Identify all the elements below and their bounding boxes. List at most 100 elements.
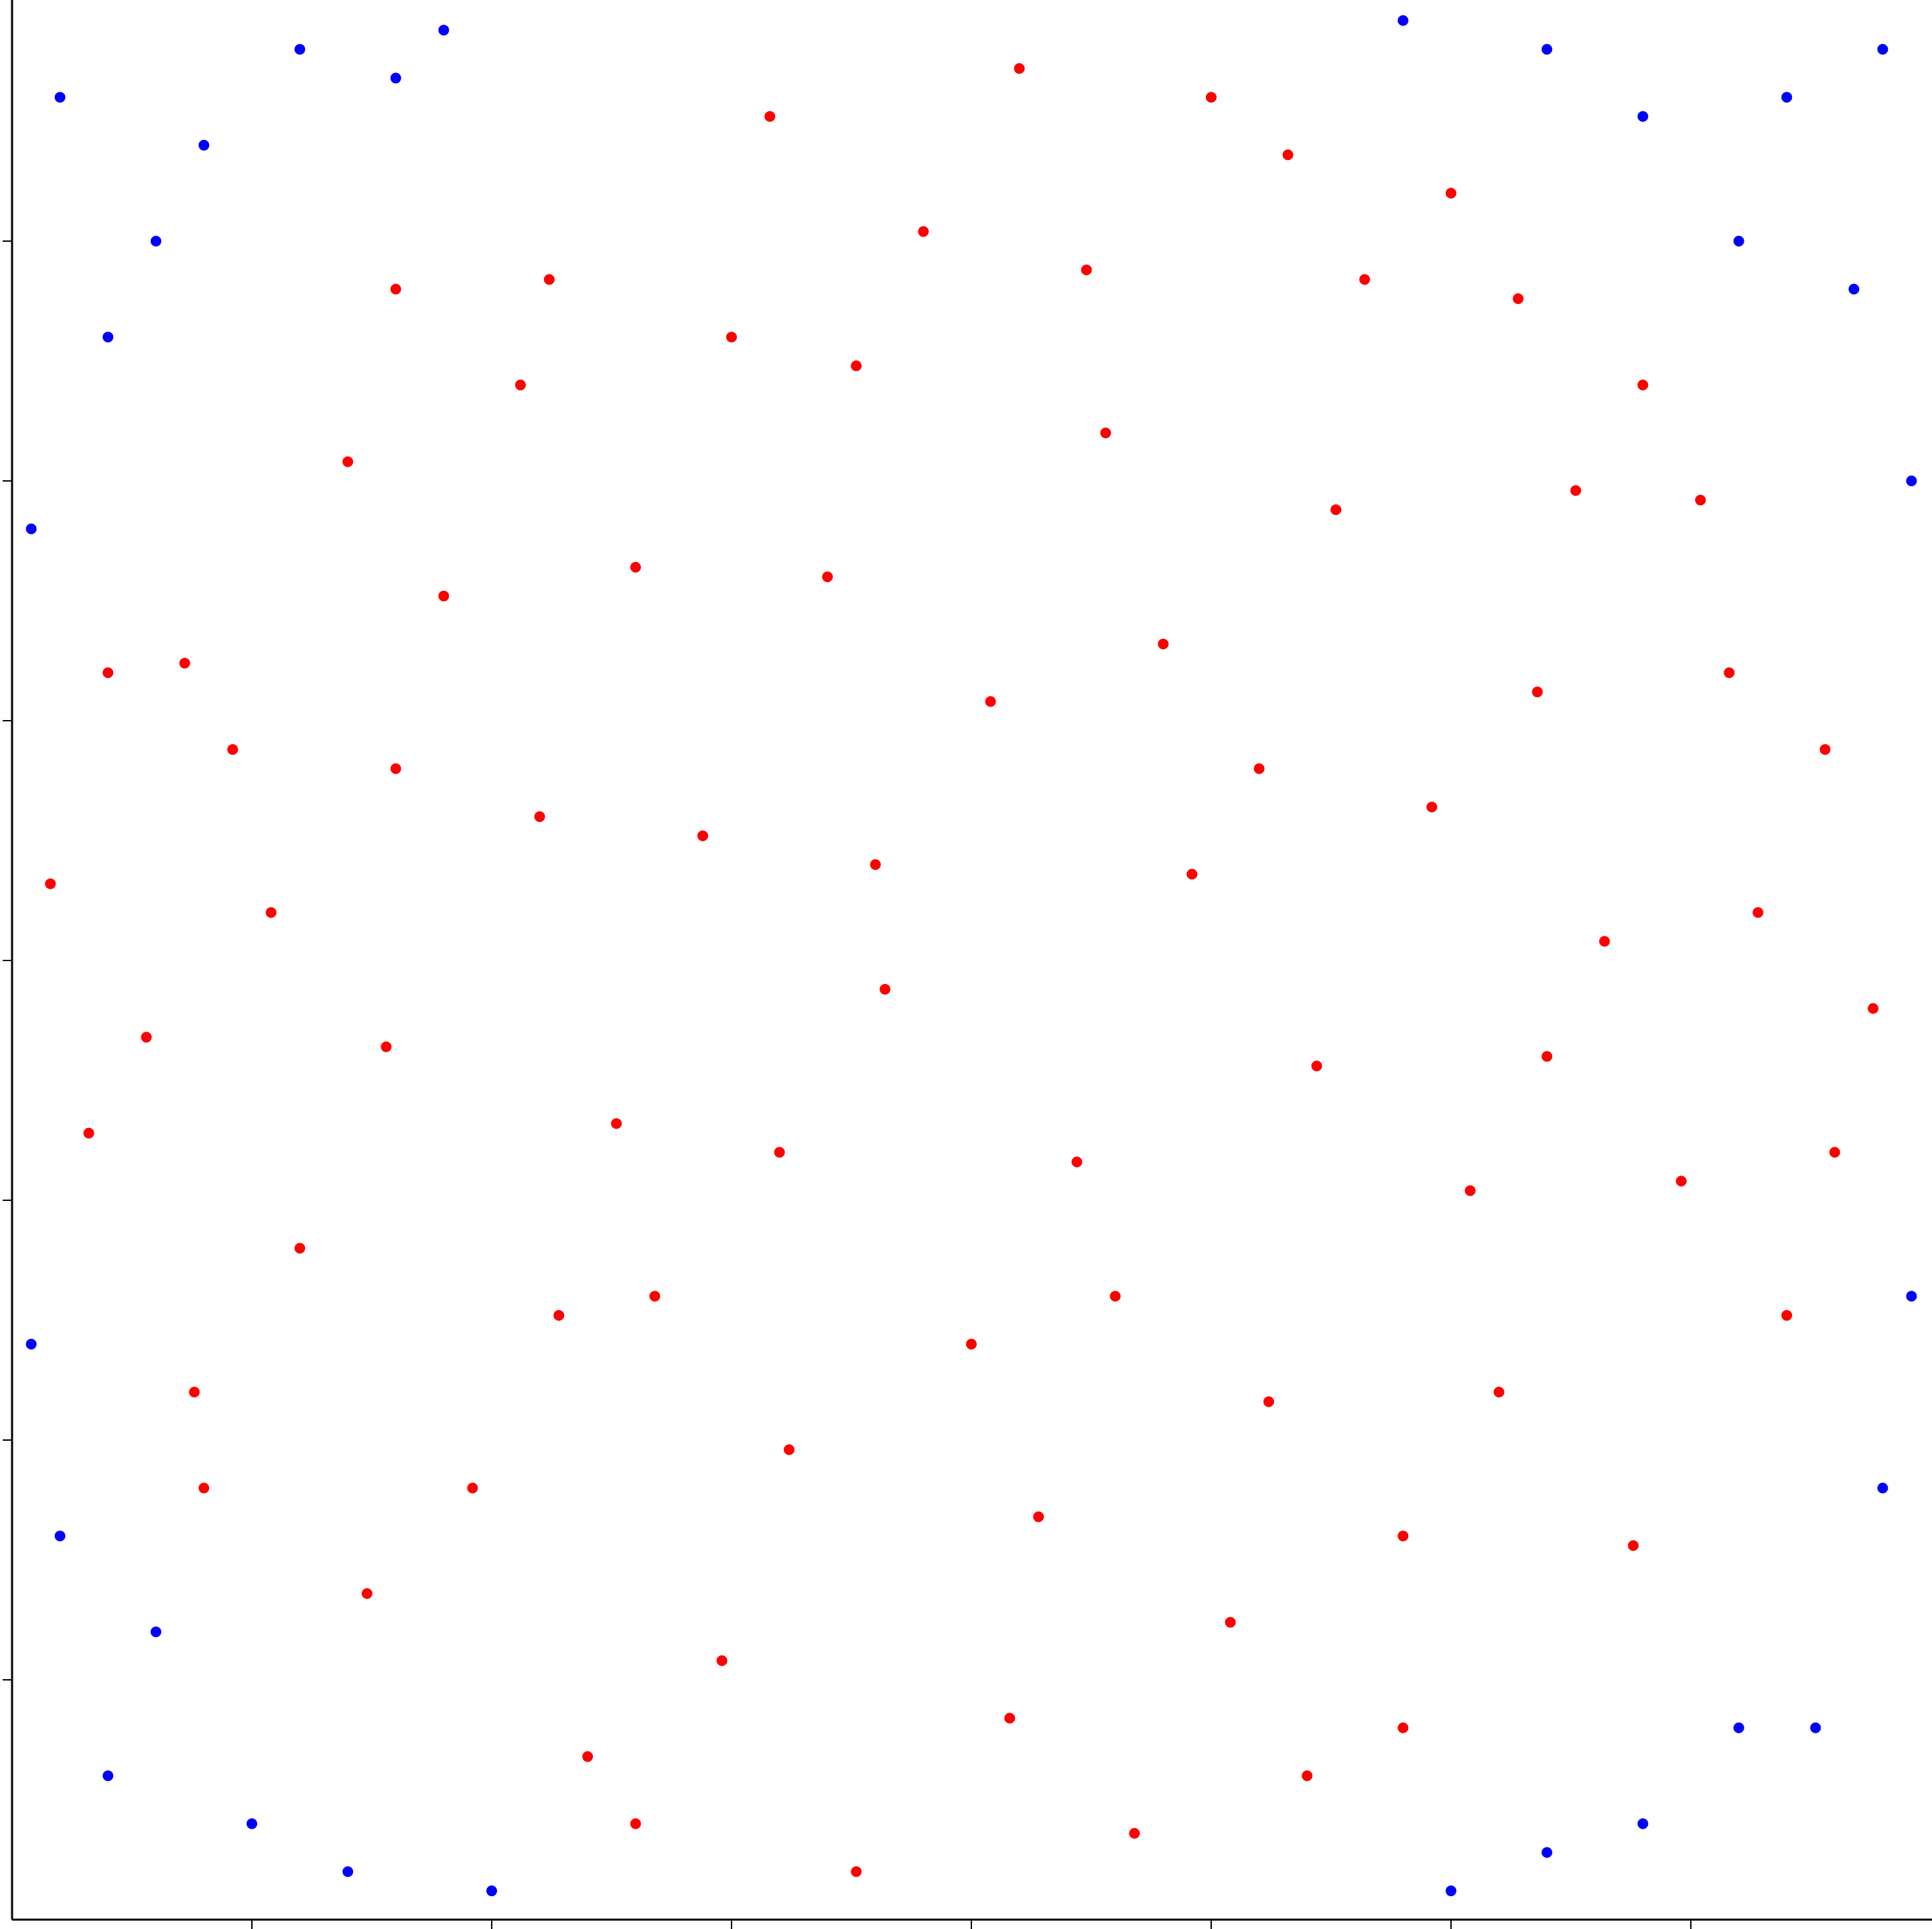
point (1829, 1147, 1840, 1158)
point (1810, 1722, 1821, 1733)
point (198, 1482, 210, 1494)
point (1570, 485, 1582, 496)
point (1014, 63, 1025, 74)
point (486, 1885, 497, 1897)
point (381, 1041, 392, 1052)
point (1599, 936, 1610, 947)
point (649, 1291, 661, 1302)
point (102, 1770, 114, 1782)
point (390, 72, 401, 84)
point (1493, 1386, 1505, 1398)
point (247, 1818, 257, 1829)
point (1675, 1175, 1687, 1187)
point (1877, 1482, 1888, 1494)
point (54, 92, 66, 103)
point (1848, 283, 1860, 295)
point (390, 283, 401, 295)
point (1081, 264, 1092, 275)
point (342, 1866, 354, 1877)
point (438, 24, 450, 35)
point (716, 1655, 728, 1666)
point (1109, 1291, 1121, 1302)
point (1752, 907, 1764, 918)
point (1733, 236, 1744, 246)
point (1733, 1722, 1744, 1733)
point (25, 523, 37, 534)
point (1158, 638, 1169, 650)
point (198, 139, 210, 151)
point (1253, 763, 1265, 774)
point (1186, 869, 1198, 880)
point (265, 907, 277, 918)
point (1397, 15, 1409, 26)
point (150, 1626, 161, 1638)
point (179, 658, 190, 669)
point (1513, 293, 1524, 304)
point (1426, 801, 1438, 812)
point (25, 1338, 37, 1350)
point (1637, 111, 1649, 122)
point (1206, 92, 1217, 103)
point (851, 360, 862, 372)
point (764, 111, 776, 122)
point (361, 1588, 372, 1599)
point (534, 811, 545, 823)
point (1464, 1185, 1476, 1196)
point (1781, 1309, 1793, 1321)
point (1100, 427, 1111, 439)
point (851, 1866, 862, 1877)
point (1225, 1617, 1236, 1628)
point (1868, 1003, 1879, 1014)
point (1724, 667, 1735, 678)
point (822, 571, 833, 583)
point (1282, 149, 1294, 161)
point (102, 667, 114, 678)
point (1446, 1885, 1456, 1897)
point (1695, 494, 1706, 506)
point (1541, 44, 1553, 55)
point (1781, 92, 1793, 103)
point (630, 1818, 641, 1829)
point (1628, 1540, 1639, 1551)
point (880, 983, 891, 995)
point (1877, 44, 1888, 55)
point (1033, 1511, 1044, 1522)
point (783, 1444, 795, 1455)
point (1311, 1060, 1322, 1072)
point (1397, 1722, 1409, 1733)
point (553, 1309, 565, 1321)
point (1541, 1051, 1553, 1062)
point (1531, 687, 1543, 698)
point (1071, 1156, 1083, 1167)
point (726, 332, 737, 343)
point (1819, 743, 1831, 755)
point (102, 332, 114, 343)
point (342, 456, 354, 468)
point (1906, 476, 1917, 486)
point (1541, 1847, 1553, 1858)
point (150, 236, 161, 246)
point (1330, 504, 1342, 515)
point (582, 1751, 594, 1762)
point (294, 44, 305, 55)
point (1302, 1770, 1313, 1782)
point (1129, 1828, 1140, 1839)
point (141, 1031, 152, 1043)
point (611, 1118, 622, 1129)
point (227, 743, 238, 755)
point (1637, 1818, 1649, 1829)
point (697, 830, 709, 841)
point (438, 590, 450, 601)
point (918, 226, 929, 237)
point (1397, 1530, 1409, 1542)
point (774, 1147, 785, 1158)
point (543, 274, 555, 285)
point (1263, 1396, 1274, 1407)
point (390, 763, 401, 774)
point (83, 1127, 94, 1139)
point (45, 878, 56, 889)
point (966, 1338, 977, 1350)
point (870, 859, 881, 870)
